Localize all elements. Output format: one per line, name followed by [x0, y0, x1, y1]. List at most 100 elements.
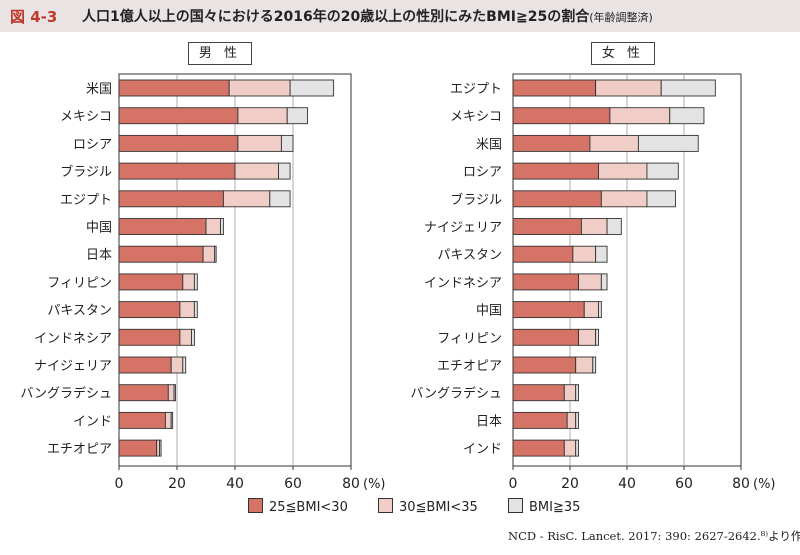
bar-male-s3	[286, 107, 308, 125]
bar-male-s1	[118, 273, 184, 291]
bar-male-s1	[118, 356, 172, 374]
bar-male-s3	[214, 245, 217, 263]
figure-header: 図 4-3 人口1億人以上の国々における2016年の20歳以上の性別にみたBMI…	[0, 0, 800, 32]
category-label-male: エチオピア	[47, 442, 112, 457]
legend-label-severe-obese: BMI≧35	[528, 500, 581, 515]
bar-male-s3	[289, 79, 335, 97]
panel-title-female: 女 性	[591, 42, 655, 65]
bar-female-s2	[575, 356, 594, 374]
bar-female-s2	[589, 134, 639, 152]
tick-label-male-60: 60	[284, 476, 302, 492]
bar-male-s2	[222, 190, 271, 208]
bar-female-s2	[563, 384, 577, 402]
category-label-female: メキシコ	[450, 110, 502, 125]
category-label-female: ブラジル	[450, 192, 502, 208]
category-label-male: 日本	[86, 248, 112, 263]
category-label-female: ナイジェリア	[424, 221, 502, 236]
bar-male-s2	[202, 245, 216, 263]
bar-male-s3	[269, 190, 291, 208]
bar-female-s1	[512, 134, 591, 152]
bar-male-s1	[118, 107, 239, 125]
bar-female-s2	[583, 301, 599, 319]
bar-female-s1	[512, 79, 597, 97]
bar-female-s3	[598, 301, 602, 319]
category-label-male: 米国	[86, 82, 112, 97]
category-label-female: 米国	[476, 137, 502, 152]
bar-female-s1	[512, 301, 585, 319]
legend-item-severe-obese: BMI≧35	[507, 498, 581, 515]
bar-male-s1	[118, 190, 224, 208]
bar-male-s1	[118, 162, 236, 180]
bar-male-s2	[179, 301, 195, 319]
category-label-male: ブラジル	[60, 164, 112, 180]
bar-female-s3	[606, 218, 622, 235]
bar-female-s3	[646, 190, 676, 208]
figure-title-note: (年齢調整済)	[589, 11, 653, 24]
bar-male-s3	[170, 411, 174, 429]
tick-label-female-80: 80	[732, 476, 750, 492]
legend-label-overweight: 25≦BMI<30	[269, 500, 348, 515]
tick-label-female-60: 60	[675, 476, 693, 492]
bar-female-s2	[566, 411, 577, 429]
bar-male-s2	[170, 356, 184, 374]
bar-male-s3	[278, 162, 291, 180]
bar-female-s2	[578, 273, 602, 291]
legend: 25≦BMI<30 30≦BMI<35 BMI≧35	[248, 498, 606, 515]
bar-male-s2	[167, 384, 175, 402]
legend-item-overweight: 25≦BMI<30	[248, 498, 348, 515]
category-label-female: フィリピン	[437, 331, 502, 346]
bar-female-s3	[575, 384, 580, 402]
bar-female-s3	[660, 79, 716, 97]
bar-female-s2	[563, 439, 577, 457]
tick-label-male-80: 80	[342, 476, 360, 492]
bar-female-s2	[578, 328, 597, 346]
bar-female-s1	[512, 190, 602, 208]
tick-label-female-0: 0	[509, 476, 518, 492]
category-label-male: バングラデシュ	[20, 386, 112, 402]
category-label-male: 中国	[86, 221, 112, 236]
bar-female-s2	[598, 162, 648, 180]
bar-male-s3	[191, 328, 195, 346]
bar-male-s3	[159, 439, 162, 457]
legend-swatch-severe-obese	[507, 498, 523, 513]
bar-female-s2	[600, 190, 648, 208]
bar-female-s1	[512, 218, 582, 235]
category-label-male: ナイジェリア	[34, 359, 112, 374]
tick-label-male-0: 0	[115, 476, 124, 492]
tick-label-female-40: 40	[618, 476, 636, 492]
bar-female-s3	[595, 245, 608, 263]
legend-swatch-obese	[377, 498, 393, 513]
category-label-male: パキスタン	[47, 304, 112, 319]
category-label-male: フィリピン	[47, 276, 112, 291]
category-label-female: エチオピア	[437, 359, 502, 374]
bar-female-s1	[512, 439, 565, 457]
bar-male-s1	[118, 384, 169, 402]
bar-male-s2	[237, 134, 282, 152]
category-label-male: エジプト	[60, 193, 112, 208]
category-label-female: パキスタン	[437, 248, 502, 263]
bar-female-s2	[595, 79, 662, 97]
bar-male-s1	[118, 301, 181, 319]
bar-female-s3	[595, 328, 599, 346]
bar-male-s2	[228, 79, 291, 97]
bar-male-s3	[182, 356, 187, 374]
bar-male-s2	[205, 218, 221, 235]
category-label-female: ロシア	[463, 165, 502, 180]
bar-male-s1	[118, 218, 207, 235]
bar-female-s3	[600, 273, 608, 291]
bar-female-s3	[575, 411, 580, 429]
bar-male-s2	[237, 107, 288, 125]
bar-male-s1	[118, 328, 181, 346]
bar-male-s3	[280, 134, 294, 152]
tick-label-male-40: 40	[226, 476, 244, 492]
bar-male-s1	[118, 79, 230, 97]
bar-female-s1	[512, 162, 599, 180]
bar-female-s3	[646, 162, 679, 180]
figure-label: 図 4-3	[10, 8, 58, 26]
bar-male-s2	[179, 328, 192, 346]
panel-title-male: 男 性	[188, 42, 252, 65]
bar-female-s2	[609, 107, 671, 125]
category-label-female: 中国	[476, 304, 502, 319]
tick-label-female-20: 20	[561, 476, 579, 492]
